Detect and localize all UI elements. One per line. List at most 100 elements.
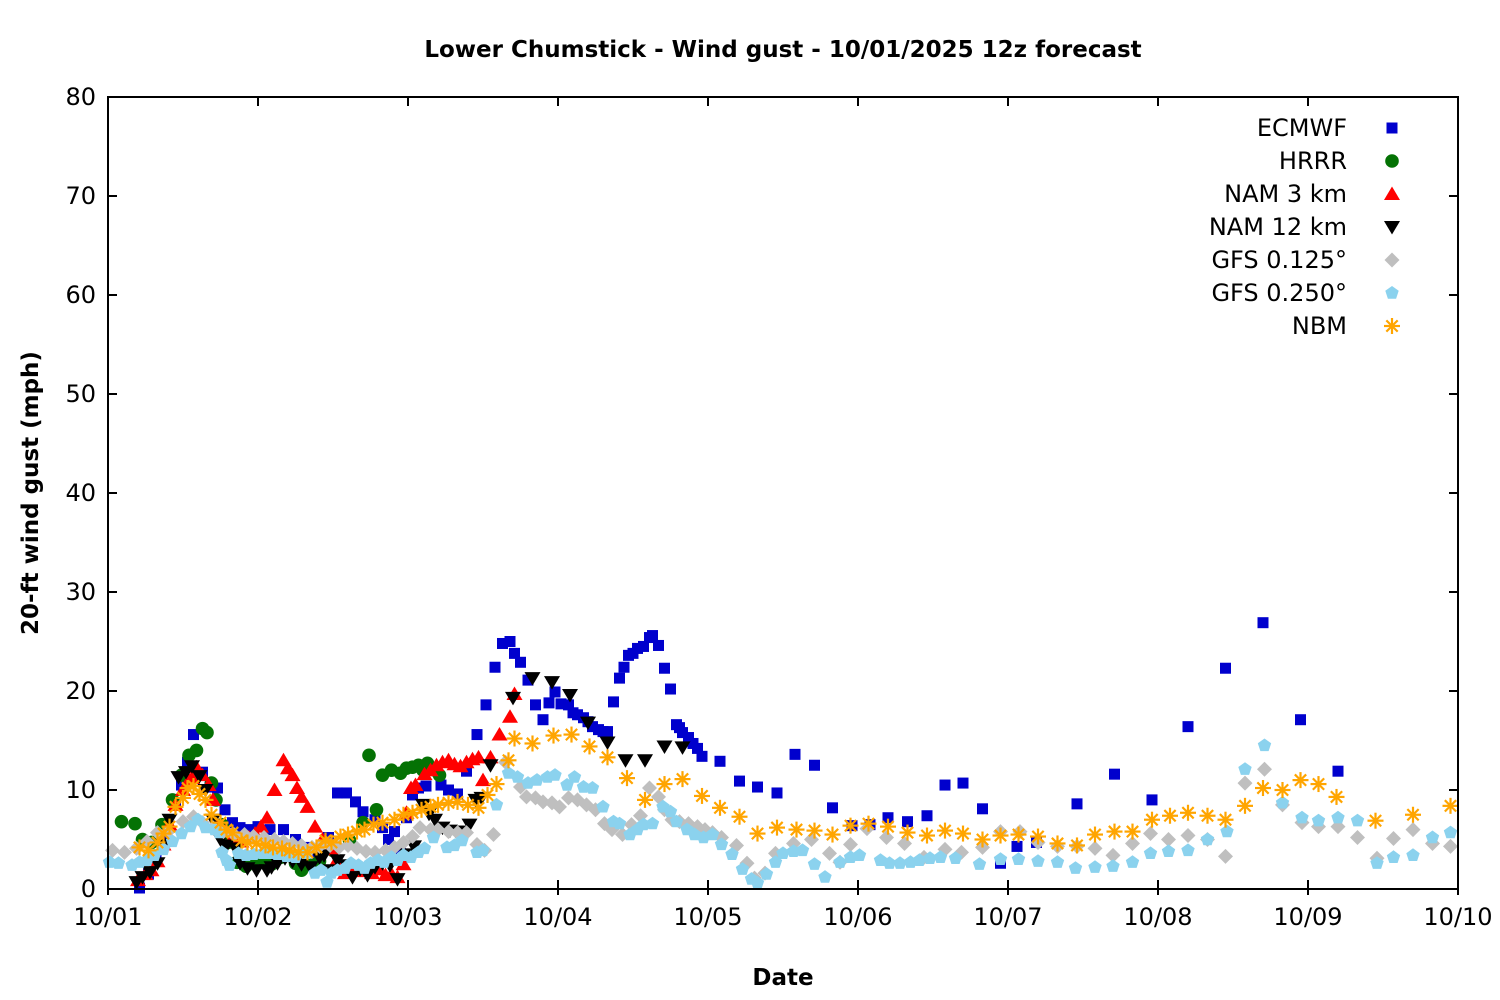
- asterisk-ray: [367, 818, 380, 832]
- data-point: [731, 808, 748, 825]
- data-point: [1295, 810, 1309, 824]
- asterisk-ray: [1012, 828, 1025, 841]
- x-tick-label: 10/09: [1273, 903, 1342, 931]
- data-point: [602, 726, 613, 738]
- data-point: [880, 818, 896, 835]
- data-point: [750, 876, 765, 889]
- data-point: [879, 830, 894, 846]
- data-point: [500, 752, 517, 769]
- data-point: [776, 846, 790, 859]
- data-point: [383, 834, 394, 845]
- x-tick-label: 10/07: [973, 903, 1042, 931]
- axis-ticks: 10/01 10/02 10/03 10/04 10/05 10/06 10/07 10/08…: [65, 83, 1492, 931]
- data-point: [1442, 797, 1459, 814]
- asterisk-ray: [376, 816, 389, 830]
- data-point: [405, 829, 420, 845]
- data-point: [1405, 822, 1421, 838]
- data-point: [585, 781, 600, 794]
- data-point: [426, 830, 441, 844]
- data-point: [369, 814, 381, 826]
- asterisk-ray: [901, 826, 914, 840]
- asterisk-ray: [310, 840, 323, 854]
- data-point: [504, 636, 516, 647]
- asterisk-ray: [620, 771, 634, 785]
- data-point: [471, 729, 483, 741]
- data-point: [669, 814, 684, 828]
- data-point: [515, 656, 526, 668]
- data-point: [374, 814, 391, 831]
- asterisk-ray: [583, 740, 596, 753]
- legend-label: ECMWF: [1257, 114, 1347, 142]
- data-point: [479, 786, 496, 803]
- legend-label: HRRR: [1279, 147, 1347, 175]
- data-point: [714, 755, 726, 767]
- data-point: [677, 727, 688, 739]
- asterisk-ray: [994, 829, 1007, 842]
- data-point: [165, 834, 180, 848]
- data-point: [548, 768, 562, 781]
- data-point: [522, 674, 534, 686]
- asterisk-ray: [205, 808, 218, 822]
- data-point: [897, 835, 912, 851]
- legend-row-hrrr: HRRR: [1279, 147, 1399, 175]
- x-tick-label: 10/06: [823, 903, 892, 931]
- asterisk-ray: [508, 732, 521, 745]
- data-point: [735, 862, 750, 875]
- data-point: [161, 818, 178, 835]
- data-point: [852, 848, 867, 861]
- data-point: [117, 844, 132, 860]
- data-point: [389, 826, 400, 838]
- asterisk-ray: [881, 820, 895, 834]
- data-point: [432, 768, 447, 782]
- data-point: [993, 852, 1008, 865]
- plot-border: [107, 96, 1459, 890]
- data-point: [705, 827, 720, 841]
- data-point: [470, 749, 487, 764]
- data-point: [1031, 854, 1045, 867]
- data-point: [443, 784, 454, 796]
- data-point: [882, 812, 894, 824]
- asterisk-ray: [1145, 813, 1159, 827]
- data-point: [362, 748, 376, 763]
- asterisk-ray: [226, 826, 239, 840]
- data-point: [519, 789, 534, 805]
- data-point: [332, 787, 343, 799]
- asterisk-ray: [658, 777, 671, 791]
- data-point: [1161, 832, 1176, 847]
- data-point: [696, 750, 708, 762]
- y-tick-label: 20: [65, 677, 96, 705]
- data-point: [683, 732, 694, 744]
- data-point: [510, 770, 525, 783]
- asterisk-ray: [1088, 828, 1102, 841]
- data-point: [549, 686, 561, 698]
- data-point: [114, 814, 129, 829]
- data-point: [505, 691, 521, 706]
- data-point: [955, 825, 971, 842]
- data-point: [365, 816, 382, 833]
- data-point: [449, 793, 466, 810]
- data-point: [480, 699, 492, 711]
- asterisk-ray: [214, 816, 227, 830]
- data-point: [581, 738, 598, 755]
- data-point: [307, 819, 323, 833]
- data-point: [939, 779, 951, 791]
- data-point: [475, 772, 491, 787]
- data-point: [1125, 835, 1140, 851]
- asterisk-ray: [713, 801, 727, 815]
- data-point: [632, 642, 643, 654]
- data-point: [257, 837, 274, 854]
- x-tick-label: 10/04: [523, 903, 592, 931]
- data-point: [1310, 776, 1327, 793]
- asterisk-ray: [1201, 809, 1214, 823]
- data-point: [489, 797, 504, 811]
- data-point: [1237, 797, 1253, 814]
- data-point: [299, 799, 316, 813]
- data-point: [771, 787, 783, 799]
- data-point: [1220, 662, 1231, 674]
- data-point: [259, 810, 275, 824]
- asterisk-ray: [844, 819, 857, 833]
- data-point: [430, 796, 446, 813]
- data-point: [455, 833, 469, 847]
- legend-label: NAM 12 km: [1209, 213, 1347, 241]
- data-point: [1125, 855, 1140, 868]
